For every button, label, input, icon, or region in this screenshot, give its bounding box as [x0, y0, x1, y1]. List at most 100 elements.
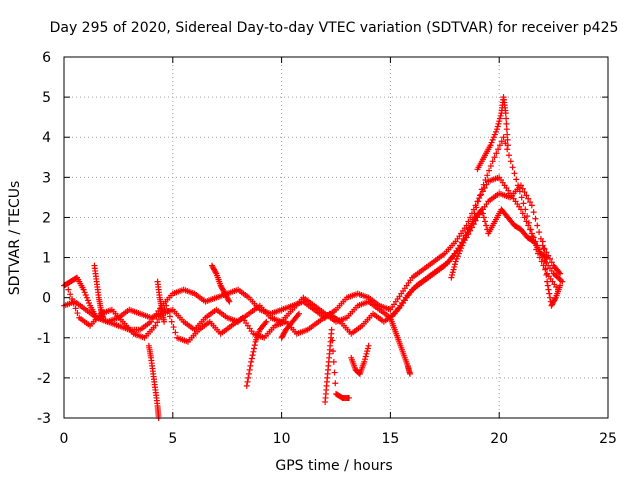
data-point — [250, 348, 257, 355]
data-point — [556, 269, 563, 276]
data-point — [502, 110, 509, 117]
data-point — [463, 231, 470, 238]
data-point — [84, 297, 91, 304]
data-point — [487, 142, 494, 149]
data-point — [476, 195, 483, 202]
data-point — [487, 162, 494, 169]
data-point — [505, 152, 512, 159]
data-point — [100, 314, 107, 321]
data-point — [507, 158, 514, 165]
data-point — [493, 150, 500, 157]
series-track-11 — [348, 342, 372, 377]
data-point — [453, 255, 460, 262]
data-point — [534, 222, 541, 229]
y-tick-label: -1 — [37, 331, 51, 347]
data-point — [488, 139, 495, 146]
data-point — [542, 253, 549, 260]
data-point — [154, 319, 161, 326]
data-point — [545, 286, 552, 293]
data-point — [544, 278, 551, 285]
data-point — [246, 366, 253, 373]
data-point — [511, 170, 518, 177]
data-point — [495, 120, 502, 127]
data-point — [490, 134, 497, 141]
data-point — [525, 195, 532, 202]
data-point — [74, 310, 81, 317]
data-point — [527, 226, 534, 233]
grid — [64, 57, 608, 418]
data-point — [503, 120, 510, 127]
data-point — [331, 369, 338, 376]
series-track-6 — [154, 278, 168, 325]
data-point — [513, 176, 520, 183]
data-point — [496, 115, 503, 122]
data-point — [518, 194, 525, 201]
y-tick-label: -3 — [37, 411, 51, 427]
data-point — [479, 210, 486, 217]
data-point — [461, 237, 468, 244]
data-point — [525, 222, 532, 229]
y-tick-label: 0 — [42, 291, 51, 307]
data-point — [248, 358, 255, 365]
data-point — [249, 352, 256, 359]
data-point — [539, 238, 546, 245]
data-point — [527, 199, 534, 206]
data-point — [329, 337, 336, 344]
data-point — [504, 131, 511, 138]
data-point — [478, 191, 485, 198]
data-point — [451, 263, 458, 270]
data-point — [543, 271, 550, 278]
data-point — [541, 245, 548, 252]
x-axis-label: GPS time / hours — [275, 458, 392, 474]
data-point — [536, 254, 543, 261]
series-track-15 — [448, 206, 551, 281]
data-point — [544, 282, 551, 289]
x-tick-label: 20 — [490, 431, 508, 447]
data-point — [330, 348, 337, 355]
data-point — [70, 300, 77, 307]
data-point — [532, 215, 539, 222]
data-point — [482, 218, 489, 225]
series-track-12 — [387, 314, 413, 377]
data-point — [536, 229, 543, 236]
x-tick-label: 25 — [599, 431, 617, 447]
y-tick-label: 1 — [42, 251, 51, 267]
data-point — [484, 172, 491, 179]
data-point — [170, 324, 177, 331]
data-point — [296, 310, 303, 317]
series-track-8 — [243, 318, 270, 389]
data-point — [455, 250, 462, 257]
data-point — [546, 294, 553, 301]
data-point — [346, 394, 353, 401]
data-point — [480, 214, 487, 221]
data-point — [449, 271, 456, 278]
y-tick-label: -2 — [37, 371, 51, 387]
data-point — [497, 112, 504, 119]
series-track-10 — [322, 326, 353, 405]
data-point — [65, 286, 72, 293]
data-point — [458, 245, 465, 252]
data-point — [486, 167, 493, 174]
data-point — [362, 356, 369, 363]
data-point — [212, 269, 219, 276]
y-tick-label: 4 — [42, 130, 51, 146]
data-point — [491, 131, 498, 138]
data-point — [504, 142, 511, 149]
data-point — [475, 198, 482, 205]
data-point — [557, 270, 564, 277]
data-point — [522, 206, 529, 213]
data-point — [528, 230, 535, 237]
data-point — [166, 313, 173, 320]
data-point — [504, 146, 511, 153]
data-point — [330, 358, 337, 365]
data-point — [489, 136, 496, 143]
plot-frame — [63, 56, 609, 419]
y-tick-label: 6 — [42, 50, 51, 66]
data-point — [530, 209, 537, 216]
data-point — [478, 206, 485, 213]
series-track-13 — [474, 94, 511, 173]
series-track-3 — [65, 134, 561, 345]
data-point — [225, 297, 232, 304]
data-point — [519, 185, 526, 192]
